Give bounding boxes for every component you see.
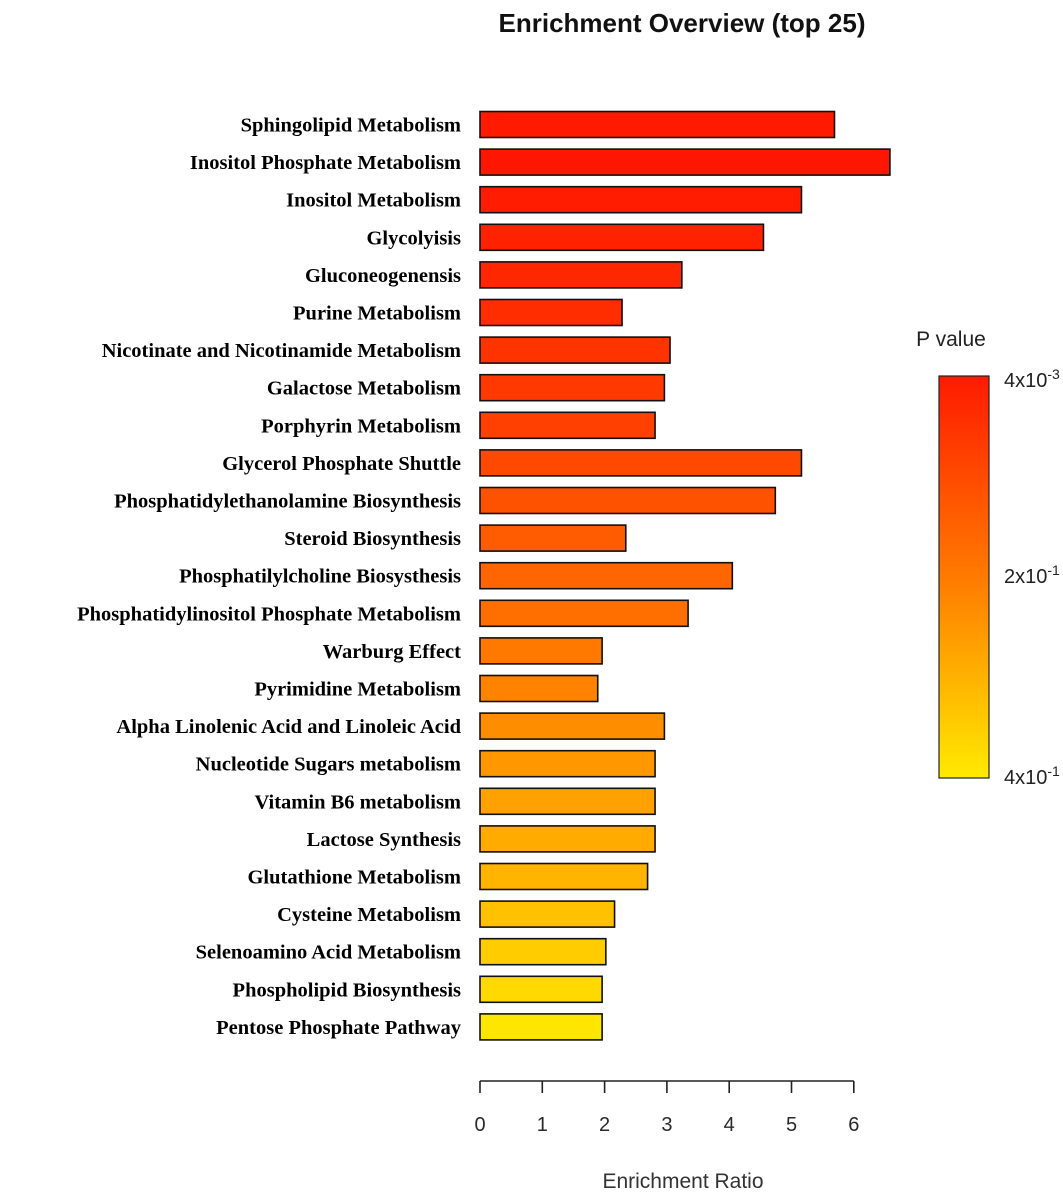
x-tick-label: 1 (537, 1114, 548, 1136)
bar (479, 373, 666, 402)
bar (479, 449, 803, 477)
category-label: Glutathione Metabolism (247, 867, 461, 889)
category-label: Phosphatilylcholine Biosysthesis (179, 566, 461, 588)
category-label: Phospholipid Biosynthesis (233, 979, 461, 1001)
category-label: Inositol Metabolism (286, 190, 461, 212)
category-label: Cysteine Metabolism (277, 904, 461, 926)
bar (479, 185, 803, 214)
category-label: Selenoamino Acid Metabolism (196, 942, 461, 964)
bar (479, 862, 649, 891)
category-label: Sphingolipid Metabolism (241, 115, 461, 137)
x-tick-label: 3 (661, 1114, 672, 1136)
bar (479, 336, 671, 364)
category-labels: Sphingolipid Metabolism Inositol Phosphat… (77, 115, 462, 1039)
bar (479, 561, 734, 590)
category-label: Inositol Phosphate Metabolism (190, 152, 461, 174)
category-label: Steroid Biosynthesis (284, 528, 461, 550)
x-tick-label: 2 (599, 1114, 610, 1136)
bar (479, 637, 603, 665)
legend-title: P value (916, 328, 986, 351)
p-value-legend: P value 4x10-3 2x10-1 4x10-1 (916, 328, 1060, 789)
x-tick-label: 6 (848, 1114, 859, 1136)
category-label: Gluconeogenensis (305, 265, 461, 287)
legend-gradient-bar (938, 375, 990, 779)
bar (479, 900, 616, 928)
bar (479, 1013, 603, 1041)
bar (479, 749, 656, 778)
category-label: Phosphatidylethanolamine Biosynthesis (114, 491, 461, 513)
x-axis: 0 1 2 3 4 5 6 (474, 1080, 859, 1136)
bar (479, 787, 656, 816)
category-label: Alpha Linolenic Acid and Linoleic Acid (116, 716, 461, 738)
bar (479, 825, 656, 853)
bar (479, 110, 836, 139)
bar (479, 223, 765, 252)
bar (479, 674, 599, 703)
bar (479, 599, 689, 628)
category-label: Galactose Metabolism (267, 378, 461, 400)
bar (479, 486, 777, 515)
legend-label-top: 4x10-3 (1004, 366, 1060, 392)
category-label: Purine Metabolism (293, 303, 461, 325)
bar (479, 975, 603, 1004)
bar (479, 298, 623, 327)
category-label: Warburg Effect (323, 641, 462, 663)
legend-label-bottom: 4x10-1 (1004, 763, 1060, 789)
chart-title: Enrichment Overview (top 25) (499, 8, 866, 38)
category-label: Phosphatidylinositol Phosphate Metabolis… (77, 603, 461, 625)
category-label: Nucleotide Sugars metabolism (196, 754, 461, 776)
category-label: Glycolyisis (366, 227, 461, 249)
category-label: Nicotinate and Nicotinamide Metabolism (102, 340, 461, 362)
bar (479, 261, 683, 289)
category-label: Pyrimidine Metabolism (254, 679, 461, 701)
category-label: Porphyrin Metabolism (261, 415, 461, 437)
bar (479, 148, 891, 176)
category-label: Lactose Synthesis (307, 829, 461, 851)
x-tick-label: 5 (786, 1114, 797, 1136)
x-tick-label: 4 (724, 1114, 735, 1136)
x-axis-title: Enrichment Ratio (602, 1170, 763, 1193)
bar (479, 937, 607, 966)
legend-label-mid: 2x10-1 (1004, 562, 1060, 588)
bar (479, 524, 627, 552)
bars-layer (479, 110, 891, 1041)
bar (479, 712, 666, 740)
category-label: Vitamin B6 metabolism (254, 791, 461, 813)
category-label: Pentose Phosphate Pathway (216, 1017, 462, 1039)
category-label: Glycerol Phosphate Shuttle (222, 453, 461, 475)
x-tick-label: 0 (474, 1114, 485, 1136)
bar (479, 411, 656, 440)
